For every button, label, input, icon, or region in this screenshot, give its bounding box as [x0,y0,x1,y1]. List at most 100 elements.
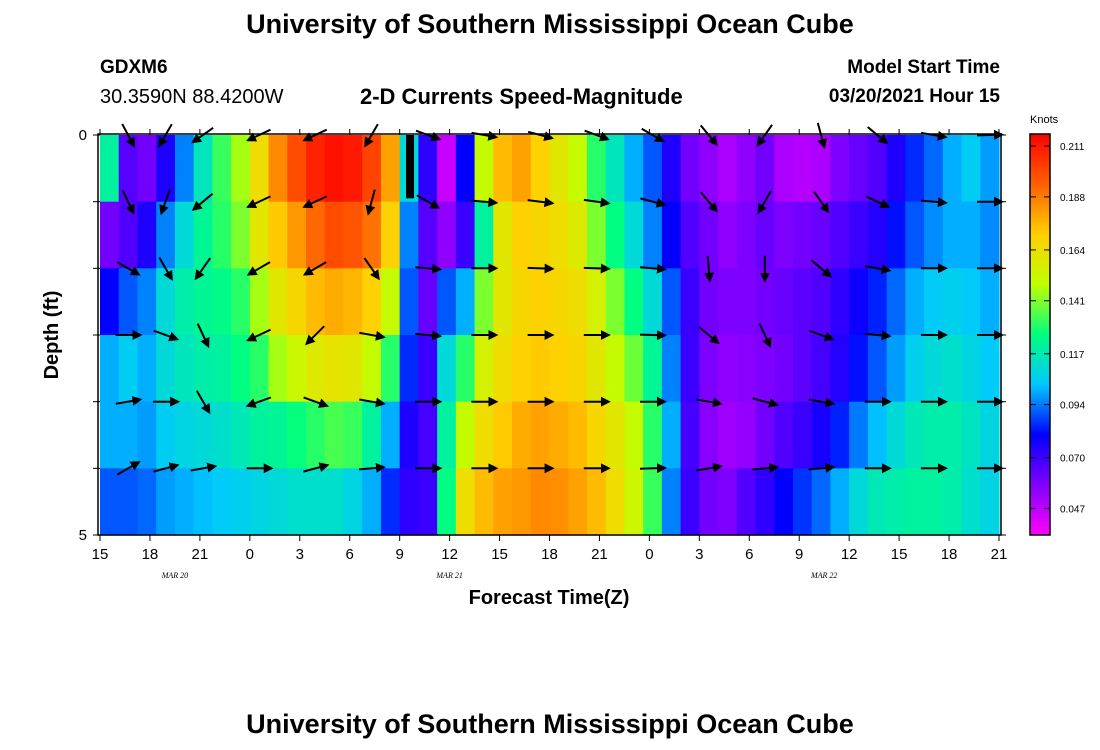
heatmap-cell [867,401,888,469]
heatmap-cell [718,268,738,336]
current-arrow [359,330,386,341]
page-title: University of Southern Mississippi Ocean… [246,9,854,39]
model-start-value: 03/20/2021 Hour 15 [828,86,1000,107]
x-tick-label: 12 [441,546,458,563]
current-arrow [641,127,666,143]
heatmap-cell [268,201,288,269]
heatmap-cell [624,135,644,203]
heatmap-cell [324,335,345,403]
heatmap-cell [961,268,981,336]
heatmap-cell [811,335,832,403]
heatmap-cell [624,201,644,269]
x-tick-label: 6 [346,546,354,563]
heatmap-cell [231,268,251,336]
x-axis-label: Forecast Time(Z) [469,587,630,609]
heatmap-cell [212,135,232,203]
heatmap-cell [905,268,925,336]
heatmap-cell [774,135,794,203]
current-arrow [865,195,891,209]
heatmap-cell [512,268,532,336]
heatmap-cell [287,268,307,336]
heatmap-cell [942,401,963,469]
heatmap-cell [961,335,981,403]
heatmap-cell [699,201,719,269]
heatmap-cell [474,335,494,403]
current-arrow [415,129,442,142]
heatmap-cell [680,468,700,536]
heatmap-cell [961,135,981,203]
colorbar-tick-label: 0.188 [1060,193,1085,204]
heatmap-cell [718,201,738,269]
heatmap-cell [231,401,251,469]
current-arrow [153,329,180,342]
heatmap-cell [792,401,813,469]
current-arrow [305,325,325,346]
heatmap-cell [100,135,120,203]
heatmap-cell [586,468,607,536]
current-arrow [303,396,329,408]
current-arrow [808,329,835,342]
heatmap-cell [549,401,569,469]
heatmap-cell [437,268,457,336]
heatmap-cell [362,468,382,536]
current-arrow [816,122,828,150]
current-arrow [527,263,555,274]
heatmap-cell [736,135,757,203]
heatmap-cell [118,335,139,403]
heatmap-cell [380,201,401,269]
current-arrow [115,395,143,406]
heatmap-cell [437,135,457,203]
heatmap-cell [811,268,832,336]
heatmap-cell [624,335,644,403]
heatmap-cell [811,401,832,469]
heatmap-cell [886,401,906,469]
heatmap-cell [418,201,438,269]
heatmap-cell [886,335,906,403]
heatmap-cell [249,268,270,336]
current-arrow [158,123,173,148]
heatmap-cell [942,201,963,269]
heatmap-cell [306,468,326,536]
heatmap-cell [156,468,176,536]
heatmap-cell [212,201,232,269]
heatmap-cell [380,268,401,336]
heatmap-cell [755,401,775,469]
heatmap-cell [718,401,738,469]
heatmap-cell [174,468,195,536]
heatmap-cell [287,201,307,269]
current-arrow [640,197,667,208]
heatmap-cell [924,335,944,403]
heatmap-cell [362,401,382,469]
heatmap-cell [493,268,513,336]
heatmap-cell [512,201,532,269]
heatmap-cell [905,401,925,469]
heatmap-cell [849,268,869,336]
heatmap-cell [287,335,307,403]
heatmap-cell [193,201,213,269]
heatmap-cell [736,335,757,403]
x-tick-label: 21 [991,546,1008,563]
heatmap-cell [455,268,476,336]
x-tick-label: 9 [795,546,803,563]
current-arrow [190,462,218,473]
current-arrow [153,462,180,473]
heatmap-cell [437,335,457,403]
heatmap-cell [399,335,419,403]
heatmap-cell [306,401,326,469]
colorbar-ticks: 0.211 0.188 0.164 0.141 0.117 0.094 0.070 0.047 [1030,142,1085,515]
heatmap-cell [100,335,120,403]
heatmap-cell [942,335,963,403]
heatmap-cell [474,135,494,203]
colorbar [1029,133,1051,536]
station-id: GDXM6 [100,57,168,78]
current-arrow [920,197,948,208]
heatmap-cell [100,468,120,536]
heatmap-cell [100,401,120,469]
heatmap-cell [568,135,588,203]
heatmap-cell [249,201,270,269]
heatmap-cell [156,201,176,269]
heatmap-cell [455,401,476,469]
heatmap-cell [437,401,457,469]
heatmap-cell [324,201,345,269]
x-tick-label: 15 [491,546,508,563]
